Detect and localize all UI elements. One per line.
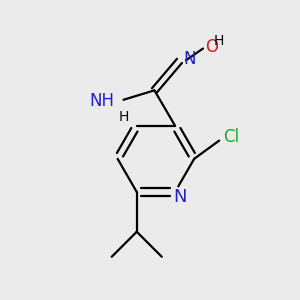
Text: NH: NH bbox=[90, 92, 115, 110]
Text: O: O bbox=[206, 38, 218, 56]
Text: H: H bbox=[118, 110, 129, 124]
Text: N: N bbox=[183, 50, 196, 68]
Text: H: H bbox=[214, 34, 224, 48]
Text: N: N bbox=[173, 188, 187, 206]
Text: Cl: Cl bbox=[224, 128, 240, 146]
